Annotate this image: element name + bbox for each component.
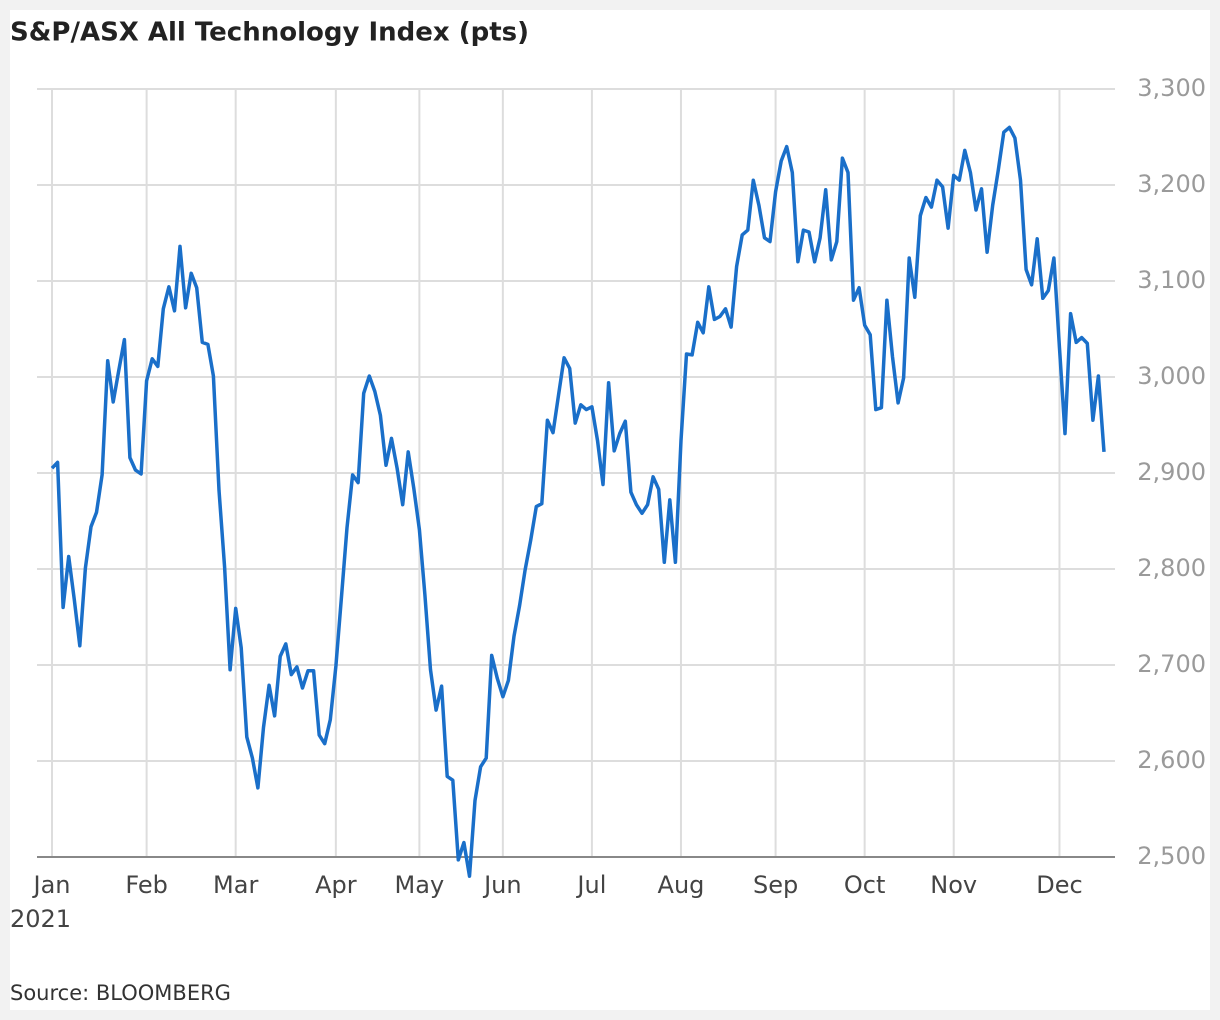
x-tick-label: Jul bbox=[575, 871, 606, 899]
x-tick-label: Apr bbox=[315, 871, 357, 899]
y-tick-label: 3,000 bbox=[1137, 362, 1206, 390]
year-label: 2021 bbox=[10, 905, 71, 933]
x-tick-label: Feb bbox=[125, 871, 168, 899]
panel bbox=[10, 10, 1210, 1010]
y-tick-label: 2,800 bbox=[1137, 554, 1206, 582]
y-tick-label: 2,600 bbox=[1137, 746, 1206, 774]
y-tick-label: 2,700 bbox=[1137, 650, 1206, 678]
x-tick-label: Jan bbox=[32, 871, 71, 899]
x-tick-label: Sep bbox=[753, 871, 798, 899]
x-tick-label: Dec bbox=[1036, 871, 1082, 899]
x-tick-label: May bbox=[395, 871, 445, 899]
y-tick-label: 3,100 bbox=[1137, 266, 1206, 294]
source: Source: BLOOMBERG bbox=[10, 981, 231, 1005]
y-tick-label: 3,200 bbox=[1137, 170, 1206, 198]
x-tick-label: Oct bbox=[844, 871, 886, 899]
x-tick-label: Jun bbox=[482, 871, 522, 899]
y-tick-label: 2,900 bbox=[1137, 458, 1206, 486]
y-tick-label: 3,300 bbox=[1137, 74, 1206, 102]
chart-title: S&P/ASX All Technology Index (pts) bbox=[10, 18, 529, 48]
x-tick-label: Aug bbox=[658, 871, 705, 899]
y-tick-label: 2,500 bbox=[1137, 842, 1206, 870]
line bbox=[50, 125, 1106, 878]
x-tick-label: Nov bbox=[930, 871, 977, 899]
x-tick-label: Mar bbox=[213, 871, 258, 899]
